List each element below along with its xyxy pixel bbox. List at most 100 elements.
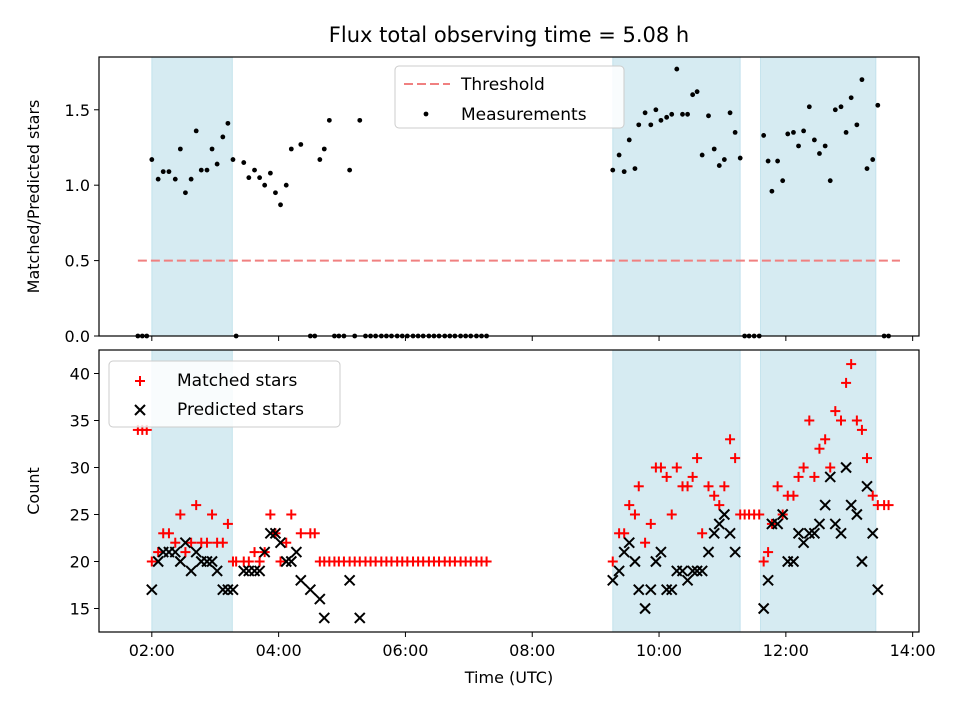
predicted-star-point [285, 555, 298, 568]
observing-window-band [151, 56, 233, 337]
measurement-point [155, 176, 161, 182]
predicted-star-point [190, 546, 202, 558]
measurement-point [632, 166, 638, 172]
legend-entry-label: Measurements [461, 105, 587, 125]
legend-entry-label: Predicted stars [177, 400, 304, 420]
measurement-point [658, 117, 664, 123]
matched-star-point [146, 556, 157, 567]
predicted-star-point [222, 583, 234, 596]
matched-star-point [788, 490, 799, 501]
predicted-star-point [724, 527, 736, 540]
predicted-star-point [227, 583, 239, 596]
measurement-point [848, 95, 854, 101]
measurement-point [273, 190, 278, 196]
predicted-star-point [639, 602, 651, 615]
predicted-star-point [304, 583, 317, 596]
matched-star-point [687, 471, 698, 482]
matched-star-point [682, 481, 693, 492]
measurement-point [241, 160, 247, 165]
observing-window-band [759, 349, 877, 633]
measurement-point [321, 146, 327, 152]
predicted-star-point [840, 461, 852, 474]
y-tick-label: 20 [70, 553, 90, 572]
matched-star-point [175, 509, 186, 520]
measurement-point [177, 146, 183, 152]
matched-star-point [661, 471, 672, 482]
matched-star-point [758, 556, 769, 567]
legend-entry-label: Threshold [460, 75, 545, 95]
matched-star-point [820, 434, 831, 445]
measurement-point [737, 155, 743, 161]
predicted-star-point [718, 508, 731, 521]
matched-star-point [180, 547, 191, 558]
measurement-point [780, 178, 786, 184]
measurement-point [636, 122, 642, 128]
measurement-point [690, 92, 696, 98]
matched-star-point [309, 528, 320, 539]
measurement-point [220, 134, 226, 140]
matched-star-point [814, 443, 825, 454]
matched-star-point [243, 556, 254, 567]
matched-star-point [207, 509, 218, 520]
x-tick-label: 08:00 [509, 641, 555, 660]
y-tick-label: 25 [70, 506, 90, 525]
matched-star-point [217, 537, 228, 548]
measurement-point [621, 169, 627, 175]
measurement-point [669, 111, 675, 117]
measurement-point [209, 146, 215, 152]
predicted-star-point [633, 583, 645, 596]
predicted-star-point [169, 546, 181, 558]
measurement-point [278, 202, 283, 208]
matched-star-point [275, 556, 286, 567]
axes-frame [98, 56, 920, 337]
matched-star-point [846, 359, 857, 370]
predicted-star-point [623, 536, 635, 549]
predicted-star-point [607, 574, 619, 587]
predicted-star-point [702, 546, 715, 558]
predicted-star-point [829, 518, 842, 530]
measurement-point [706, 113, 711, 119]
measurement-point [806, 104, 812, 110]
matched-star-point [286, 509, 297, 520]
measurement-point [252, 167, 257, 173]
matched-star-point [201, 537, 212, 548]
predicted-star-point [201, 555, 213, 568]
measurement-point [262, 182, 268, 188]
x-tick-label: 04:00 [256, 641, 302, 660]
predicted-star-point [762, 574, 774, 587]
matched-star-point [692, 453, 703, 464]
measurement-point [761, 133, 767, 138]
predicted-star-point [174, 555, 187, 568]
measurement-point [246, 175, 252, 181]
measurement-point [801, 128, 807, 134]
measurement-point [166, 169, 172, 175]
matched-star-point [671, 462, 682, 473]
measurement-point [214, 161, 220, 167]
predicted-star-point [179, 536, 192, 549]
predicted-star-point [824, 471, 836, 483]
matched-star-point [772, 481, 783, 492]
predicted-star-point [696, 565, 708, 577]
measurement-point [610, 167, 616, 173]
predicted-star-point [264, 527, 277, 540]
measurement-point [648, 122, 654, 128]
matched-star-point [481, 556, 492, 567]
measurement-point [288, 146, 294, 152]
measurement-point [198, 167, 204, 173]
predicted-star-point [686, 565, 699, 577]
matched-star-point [754, 509, 765, 520]
predicted-star-point [792, 527, 805, 540]
predicted-star-point [290, 546, 303, 558]
measurement-point [716, 163, 722, 168]
measurement-point [727, 110, 733, 116]
y-axis-label: Count [24, 467, 43, 515]
top-panel-matched-predicted-ratio: 0.0 0.5 1.0 1.5 Matched/Predicted stars Thres… [24, 56, 920, 346]
measurement-point [785, 131, 791, 137]
matched-star-point [867, 490, 878, 501]
measurement-point [188, 176, 194, 182]
predicted-star-point [185, 565, 197, 577]
predicted-star-point [269, 527, 282, 540]
matched-star-point [655, 462, 666, 473]
measurement-point [160, 169, 166, 175]
matched-star-point [714, 500, 725, 511]
